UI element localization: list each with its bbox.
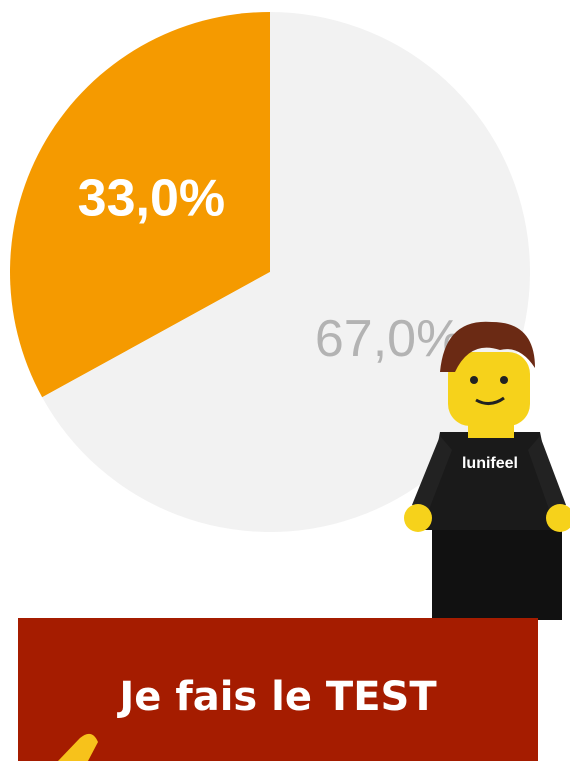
- cta-label[interactable]: Je fais le TEST: [119, 674, 437, 720]
- slice-label: 67,0%: [315, 310, 462, 368]
- pie-slice: [42, 12, 530, 532]
- pie-slice: [9, 12, 270, 398]
- slice-label: 33,0%: [78, 170, 225, 228]
- cta-button[interactable]: Je fais le TEST: [18, 618, 538, 761]
